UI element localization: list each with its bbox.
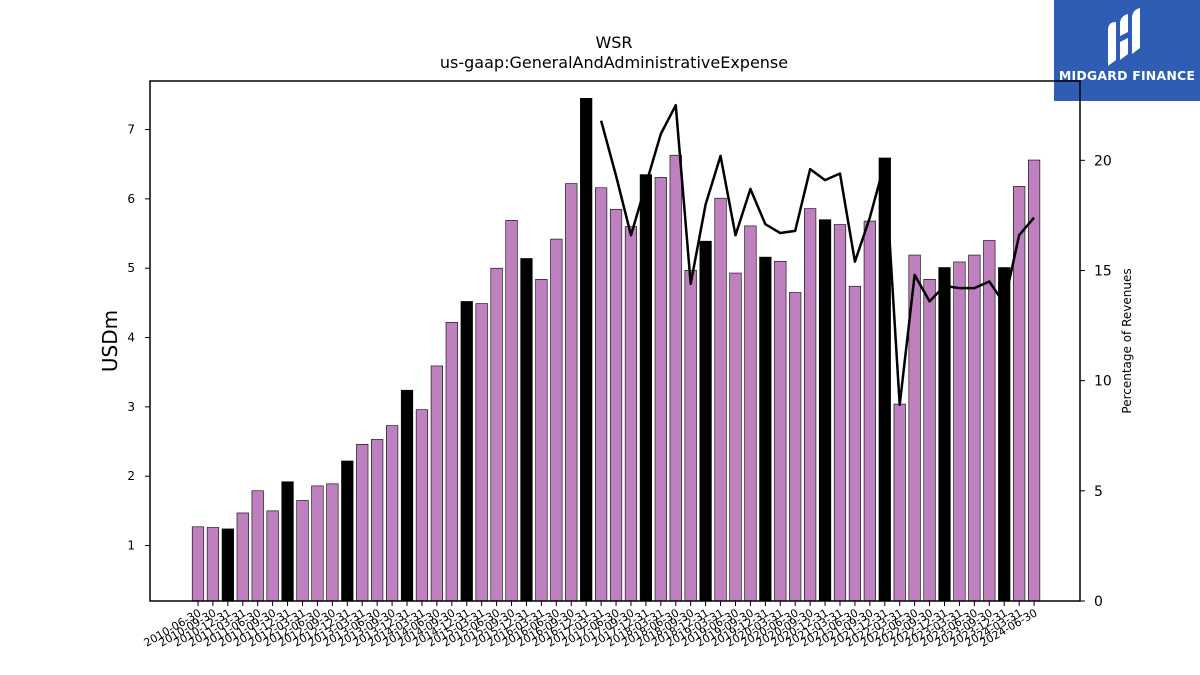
y-tick-label: 6 (127, 192, 135, 206)
bar-2018-06-30 (669, 154, 682, 602)
bar-2020-03-31 (774, 260, 787, 602)
bar-2013-06-30 (371, 439, 384, 602)
bar-2011-09-30 (266, 510, 279, 602)
bar-2020-09-30 (804, 208, 817, 602)
bar-2015-03-31 (475, 303, 488, 602)
bar-2011-06-30 (251, 490, 264, 602)
midgard-logo-icon (1108, 8, 1140, 66)
bar-series (191, 98, 1041, 602)
y2-axis-label: Percentage of Revenues (1120, 268, 1134, 413)
bar-2017-03-31 (595, 187, 608, 602)
bar-2012-03-31 (296, 500, 309, 602)
bar-2016-03-31 (535, 278, 548, 602)
bar-2013-03-31 (356, 444, 369, 602)
bar-2017-06-30 (609, 208, 623, 602)
bar-2019-09-30 (744, 225, 757, 602)
y2-tick-label: 20 (1094, 153, 1112, 169)
bar-2016-06-30 (550, 238, 563, 602)
bar-2011-12-31 (281, 481, 294, 602)
axes: 1234567051015202010-06-302010-09-302010-… (127, 80, 1112, 650)
plot-frame (149, 80, 1081, 602)
y2-tick-label: 5 (1094, 484, 1103, 500)
percentage-line (599, 103, 1036, 407)
bar-2010-09-30 (206, 527, 220, 602)
y-tick-label: 5 (127, 261, 135, 275)
bar-2023-03-31 (953, 261, 966, 602)
bar-2018-09-30 (684, 269, 697, 602)
bar-2023-09-30 (983, 240, 996, 602)
brand-name: MIDGARD FINANCE (1058, 68, 1196, 83)
bar-2018-12-31 (699, 240, 712, 602)
bar-2015-09-30 (505, 220, 518, 602)
bar-2023-12-31 (998, 267, 1011, 602)
bar-2016-12-31 (580, 98, 593, 602)
bar-2020-06-30 (789, 292, 802, 602)
percentage-line-series (599, 103, 1036, 407)
bar-2016-09-30 (565, 183, 578, 602)
bar-2012-06-30 (311, 485, 324, 602)
y2-tick-label: 10 (1094, 374, 1112, 390)
y-tick-label: 7 (127, 123, 135, 137)
bar-2013-12-31 (400, 389, 414, 602)
bar-2017-09-30 (624, 226, 638, 602)
bar-2017-12-31 (639, 174, 652, 602)
bar-2020-12-31 (818, 219, 832, 602)
bar-2013-09-30 (385, 425, 399, 602)
chart-title: WSR (595, 33, 632, 52)
chart-subtitle: us-gaap:GeneralAndAdministrativeExpense (440, 53, 788, 72)
bar-2021-06-30 (848, 285, 862, 602)
y-axis-label: USDm (98, 310, 122, 372)
y-tick-label: 3 (127, 400, 135, 414)
bar-2014-03-31 (415, 409, 429, 602)
bar-2022-03-31 (893, 403, 906, 602)
bar-2022-09-30 (923, 278, 936, 602)
bar-2018-03-31 (654, 177, 667, 602)
bar-2011-03-31 (236, 512, 249, 602)
y-tick-label: 2 (127, 469, 135, 483)
bar-2015-12-31 (520, 258, 533, 602)
y-tick-label: 1 (127, 539, 135, 553)
bar-2014-06-30 (430, 365, 443, 602)
y-tick-label: 4 (127, 331, 135, 345)
y2-tick-label: 15 (1094, 263, 1112, 279)
bar-2015-06-30 (490, 267, 503, 602)
bar-2014-09-30 (445, 321, 458, 602)
bar-2012-12-31 (341, 460, 354, 602)
bar-2019-12-31 (759, 256, 772, 602)
bar-2019-06-30 (729, 272, 742, 602)
bar-2021-09-30 (863, 220, 876, 602)
bar-2021-03-31 (833, 224, 847, 602)
y2-tick-label: 0 (1094, 594, 1103, 610)
bar-2010-12-31 (221, 528, 234, 602)
bar-2014-12-31 (460, 301, 473, 602)
brand-logo: MIDGARD FINANCE (1054, 0, 1200, 101)
bar-2012-09-30 (326, 483, 339, 602)
bar-2024-06-30 (1027, 159, 1041, 602)
bar-2023-06-30 (968, 254, 981, 602)
bar-2019-03-31 (714, 197, 727, 602)
bar-2010-06-30 (191, 526, 205, 602)
bar-2022-12-31 (938, 267, 951, 602)
